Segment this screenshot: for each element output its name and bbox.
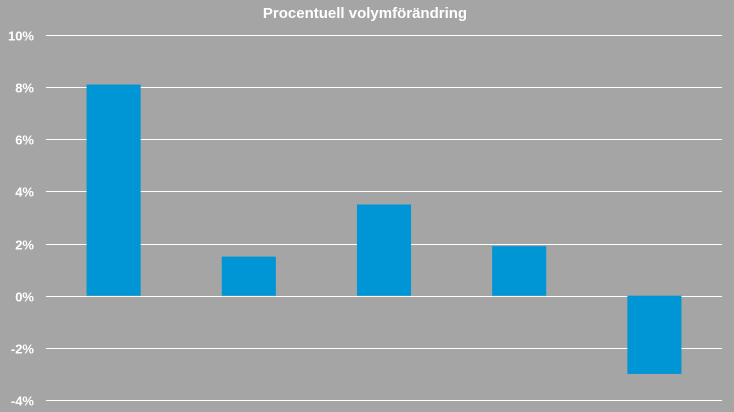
bar [492, 246, 547, 296]
y-tick-label: -2% [11, 342, 35, 357]
bar [356, 204, 412, 296]
y-axis-tick-labels: 10% 8% 6% 4% 2% 0% -2% -4% [8, 29, 34, 409]
y-tick-label: 10% [8, 29, 34, 44]
bar-series [86, 84, 682, 374]
bar [627, 295, 682, 374]
bar [86, 84, 141, 296]
y-tick-label: 0% [15, 290, 34, 305]
y-tick-label: 6% [15, 133, 34, 148]
bar [221, 256, 276, 296]
y-gridlines [46, 35, 722, 401]
chart-title: Procentuell volymförändring [263, 5, 467, 22]
y-tick-label: 8% [15, 81, 34, 96]
y-tick-label: -4% [11, 394, 35, 409]
y-tick-label: 2% [15, 238, 34, 253]
y-tick-label: 4% [15, 185, 34, 200]
